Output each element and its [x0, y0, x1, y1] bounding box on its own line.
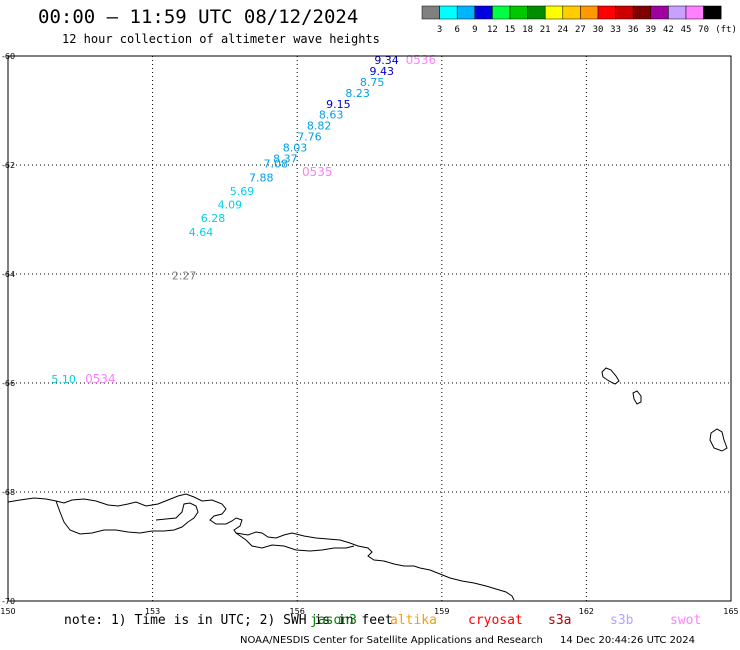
wave-height-label: 8.23: [345, 87, 370, 100]
timestamp: 14 Dec 20:44:26 UTC 2024: [560, 635, 696, 646]
page-subtitle: 12 hour collection of altimeter wave hei…: [62, 32, 380, 46]
legend-swatch: [562, 5, 581, 20]
wave-height-label: 8.63: [319, 109, 344, 122]
wave-height-observations: 9.349.438.758.239.158.638.827.768.038.37…: [51, 54, 398, 386]
pass-time-labels: 0536 0535 0534: [85, 53, 436, 386]
pass-time-label: 0536: [406, 53, 437, 67]
legend-swatch: [703, 5, 722, 20]
page-title: 00:00 – 11:59 UTC 08/12/2024: [38, 6, 359, 28]
coastal-inlet: [55, 500, 199, 535]
wave-height-label: 5.69: [230, 185, 255, 198]
wave-height-label: 5.10: [51, 373, 76, 386]
legend-tick-label: 42: [663, 25, 674, 35]
legend-unit-label: (ft): [715, 25, 737, 35]
pass-time-label: 0534: [85, 372, 116, 386]
legend-swatch: [509, 5, 528, 20]
footer-note: note: 1) Time is in UTC; 2) SWH is in fe…: [64, 613, 393, 628]
legend-swatch: [544, 5, 564, 20]
antarctic-coastline: [7, 493, 515, 601]
latitude-tick-label: -62: [2, 161, 15, 170]
satellite-swot: swot: [670, 613, 702, 628]
legend-swatch: [421, 5, 440, 20]
legend-swatch: [650, 5, 669, 20]
longitude-tick-label: 156: [290, 607, 305, 616]
wave-height-label: 8.37: [273, 152, 298, 165]
legend-swatch: [456, 5, 476, 20]
wave-height-label: 2.27: [172, 269, 197, 282]
legend-swatch: [527, 5, 546, 20]
longitude-tick-label: 162: [579, 607, 594, 616]
legend-tick-label: 24: [557, 25, 568, 35]
color-legend: 3 6 9 12 15 18 21 24 27 30 33 36 39 42 45 70 (ft): [421, 5, 737, 35]
legend-tick-label: 45: [681, 25, 692, 35]
legend-tick-label: 3: [437, 25, 442, 35]
wave-height-label: 7.76: [297, 130, 322, 143]
wave-height-label: 8.75: [360, 76, 385, 89]
legend-tick-label: 36: [628, 25, 639, 35]
legend-swatch: [615, 5, 634, 20]
legend-tick-label: 27: [575, 25, 586, 35]
satellite-s3a: s3a: [548, 613, 572, 628]
wave-height-label: 8.82: [307, 120, 332, 133]
wave-height-label: 8.03: [283, 141, 308, 154]
longitude-tick-label: 165: [723, 607, 738, 616]
pass-time-label: 0535: [302, 165, 333, 179]
latitude-tick-label: -68: [2, 488, 15, 497]
latitude-tick-label: -66: [2, 379, 15, 388]
island-2: [632, 390, 642, 405]
map-grid: 150 153 156 159 162 165-60-62-64-66-68-70: [0, 52, 738, 616]
legend-tick-label: 15: [505, 25, 516, 35]
wave-height-label: 7.08: [263, 158, 288, 171]
legend-swatch: [580, 5, 599, 20]
credit-line: NOAA/NESDIS Center for Satellite Applica…: [240, 635, 695, 646]
longitude-tick-label: 159: [434, 607, 449, 616]
legend-swatch: [492, 5, 511, 20]
legend-tick-label: 6: [454, 25, 459, 35]
legend-swatch: [597, 5, 616, 20]
satellite-altika: altika: [390, 613, 437, 628]
legend-tick-label: 21: [540, 25, 551, 35]
satellite-legend: jason3 altika cryosat s3a s3b swot: [310, 613, 710, 631]
legend-swatch: [439, 5, 458, 20]
map-frame: [7, 55, 732, 602]
legend-swatch: [474, 5, 493, 20]
wave-height-label: 9.43: [370, 65, 395, 78]
legend-tick-label: 12: [487, 25, 498, 35]
wave-height-label: 9.15: [326, 98, 351, 111]
legend-tick-label: 18: [522, 25, 533, 35]
wave-height-label: 9.34: [374, 54, 399, 67]
satellite-jason3: jason3: [310, 613, 357, 628]
satellite-s3b: s3b: [610, 613, 634, 628]
legend-tick-label: 30: [593, 25, 604, 35]
wave-height-label: 6.28: [201, 212, 226, 225]
wave-height-label: 4.09: [218, 199, 243, 212]
coastline: [7, 367, 728, 601]
legend-tick-label: 70: [698, 25, 709, 35]
legend-tick-label: 33: [610, 25, 621, 35]
legend-tick-label: 9: [472, 25, 477, 35]
legend-swatch: [632, 5, 652, 20]
legend-tick-label: 39: [645, 25, 656, 35]
wave-height-label: 4.64: [189, 226, 214, 239]
island-1: [601, 367, 620, 385]
longitude-tick-label: 153: [145, 607, 160, 616]
satellite-cryosat: cryosat: [468, 613, 523, 628]
legend-swatch: [668, 5, 687, 20]
legend-swatch: [685, 5, 704, 20]
longitude-tick-label: 150: [0, 607, 15, 616]
island-3: [709, 428, 728, 452]
credit-text: NOAA/NESDIS Center for Satellite Applica…: [240, 635, 543, 646]
ice-shelf-outline: [235, 532, 355, 552]
latitude-tick-label: -64: [2, 270, 15, 279]
wave-height-label: 7.88: [249, 171, 274, 184]
